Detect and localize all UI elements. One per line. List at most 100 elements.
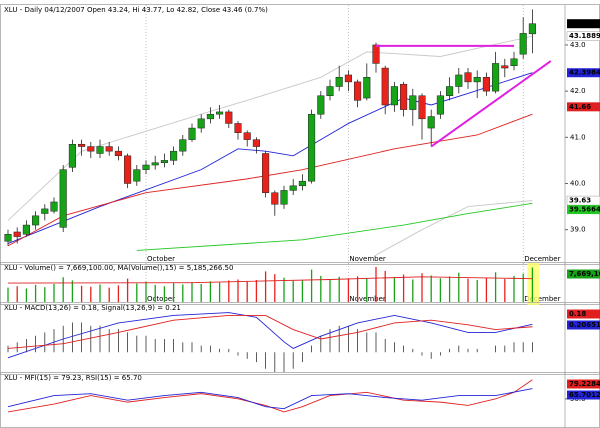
last-value-box — [567, 205, 600, 215]
candle-body — [455, 74, 463, 87]
candle-body — [206, 113, 214, 120]
indicator-line — [7, 314, 533, 349]
candle-body — [464, 72, 472, 83]
month-label: December — [524, 255, 560, 263]
candle-body — [482, 77, 490, 92]
candle-body — [78, 143, 86, 147]
candle-body — [446, 86, 454, 96]
panel-title: XLU - Volume() = 7,669,100.00, MA(Volume… — [4, 264, 233, 272]
candle-body — [243, 132, 251, 140]
month-label: October — [147, 255, 175, 263]
last-value-box — [567, 102, 600, 112]
indicator-line — [7, 388, 533, 410]
indicator-line — [7, 379, 533, 413]
candle-body — [197, 118, 205, 129]
y-tick-label: 40.0 — [570, 179, 586, 187]
last-value-box — [567, 68, 600, 78]
last-value-label: 39.63 — [569, 197, 591, 205]
candle-body — [317, 95, 325, 115]
last-value-label: 0.206513 — [569, 321, 600, 329]
panel-title: XLU - Daily 04/12/2007 Open 43.24, Hi 43… — [4, 6, 268, 14]
candle-body — [13, 231, 21, 237]
last-value-label: 43.46 — [569, 20, 591, 28]
trendline — [430, 60, 552, 148]
last-value-box — [567, 19, 600, 29]
candle-body — [400, 83, 408, 110]
overlay-line — [7, 113, 533, 247]
candle-body — [308, 113, 316, 182]
candle-body — [363, 77, 371, 99]
last-value-box — [566, 31, 600, 41]
candle-body — [372, 44, 380, 64]
candle-body — [142, 164, 150, 170]
candle-body — [179, 139, 187, 152]
candle-body — [326, 86, 334, 96]
candle-body — [225, 111, 233, 124]
volume-ma-line — [7, 276, 533, 284]
candle-body — [96, 146, 104, 154]
candle-body — [105, 146, 113, 152]
candle-body — [418, 95, 426, 120]
overlay-line — [136, 202, 533, 251]
overlay-line — [375, 200, 533, 256]
candle-body — [188, 127, 196, 140]
last-value-label: 79.2284 — [569, 380, 600, 388]
panel-title: XLU - MFI(15) = 79.23, RSI(15) = 65.70 — [4, 374, 142, 382]
overlay-line — [7, 35, 533, 221]
last-value-box — [567, 309, 600, 319]
candle-body — [124, 155, 132, 184]
last-value-label: 39.5664 — [569, 206, 600, 214]
candle-body — [160, 160, 168, 163]
last-value-label: 0.18 — [569, 310, 586, 318]
candle-body — [354, 81, 362, 101]
candle-body — [50, 201, 58, 212]
month-label: November — [349, 255, 386, 263]
candle-body — [271, 192, 279, 205]
last-value-label: 42.3984 — [569, 69, 600, 77]
last-value-label: 43.1889 — [569, 32, 600, 40]
highlight — [527, 263, 540, 305]
last-value-box — [567, 269, 600, 279]
month-label: December — [524, 295, 560, 303]
candle-body — [390, 86, 398, 106]
candle-body — [133, 169, 141, 182]
candle-body — [59, 169, 67, 228]
candle-body — [528, 23, 536, 35]
last-value-label: 7,669,100 — [569, 270, 600, 278]
candle-body — [344, 74, 352, 83]
last-value-label: 65.7012 — [569, 391, 600, 399]
candle-body — [492, 63, 500, 92]
candle-body — [427, 116, 435, 129]
candle-body — [510, 58, 518, 66]
candle-body — [473, 77, 481, 83]
last-value-label: 41.66 — [569, 103, 591, 111]
candle-body — [114, 150, 122, 157]
candle-body — [151, 162, 159, 166]
candle-body — [234, 123, 242, 133]
candle-body — [68, 143, 76, 168]
candle-body — [501, 65, 509, 69]
last-value-box — [567, 390, 600, 400]
y-tick-label: 41.0 — [570, 133, 586, 141]
month-label: October — [147, 295, 175, 303]
candle-body — [41, 208, 49, 214]
indicator-line — [7, 312, 533, 359]
candle-body — [32, 215, 40, 226]
candle-body — [170, 150, 178, 161]
candle-body — [381, 67, 389, 106]
panel-title: XLU - MACD(13,26) = 0.18, Signal(13,26,9… — [4, 304, 181, 312]
y-tick-label: 39.0 — [570, 226, 586, 234]
last-value-box — [567, 320, 600, 330]
candle-body — [409, 95, 417, 110]
candle-body — [289, 185, 297, 191]
candle-body — [335, 77, 343, 87]
candle-body — [280, 190, 288, 205]
candle-body — [216, 111, 224, 115]
candle-body — [436, 95, 444, 115]
candle-body — [87, 146, 95, 152]
month-label: November — [349, 295, 386, 303]
candle-body — [4, 234, 12, 242]
candle-body — [519, 33, 527, 55]
